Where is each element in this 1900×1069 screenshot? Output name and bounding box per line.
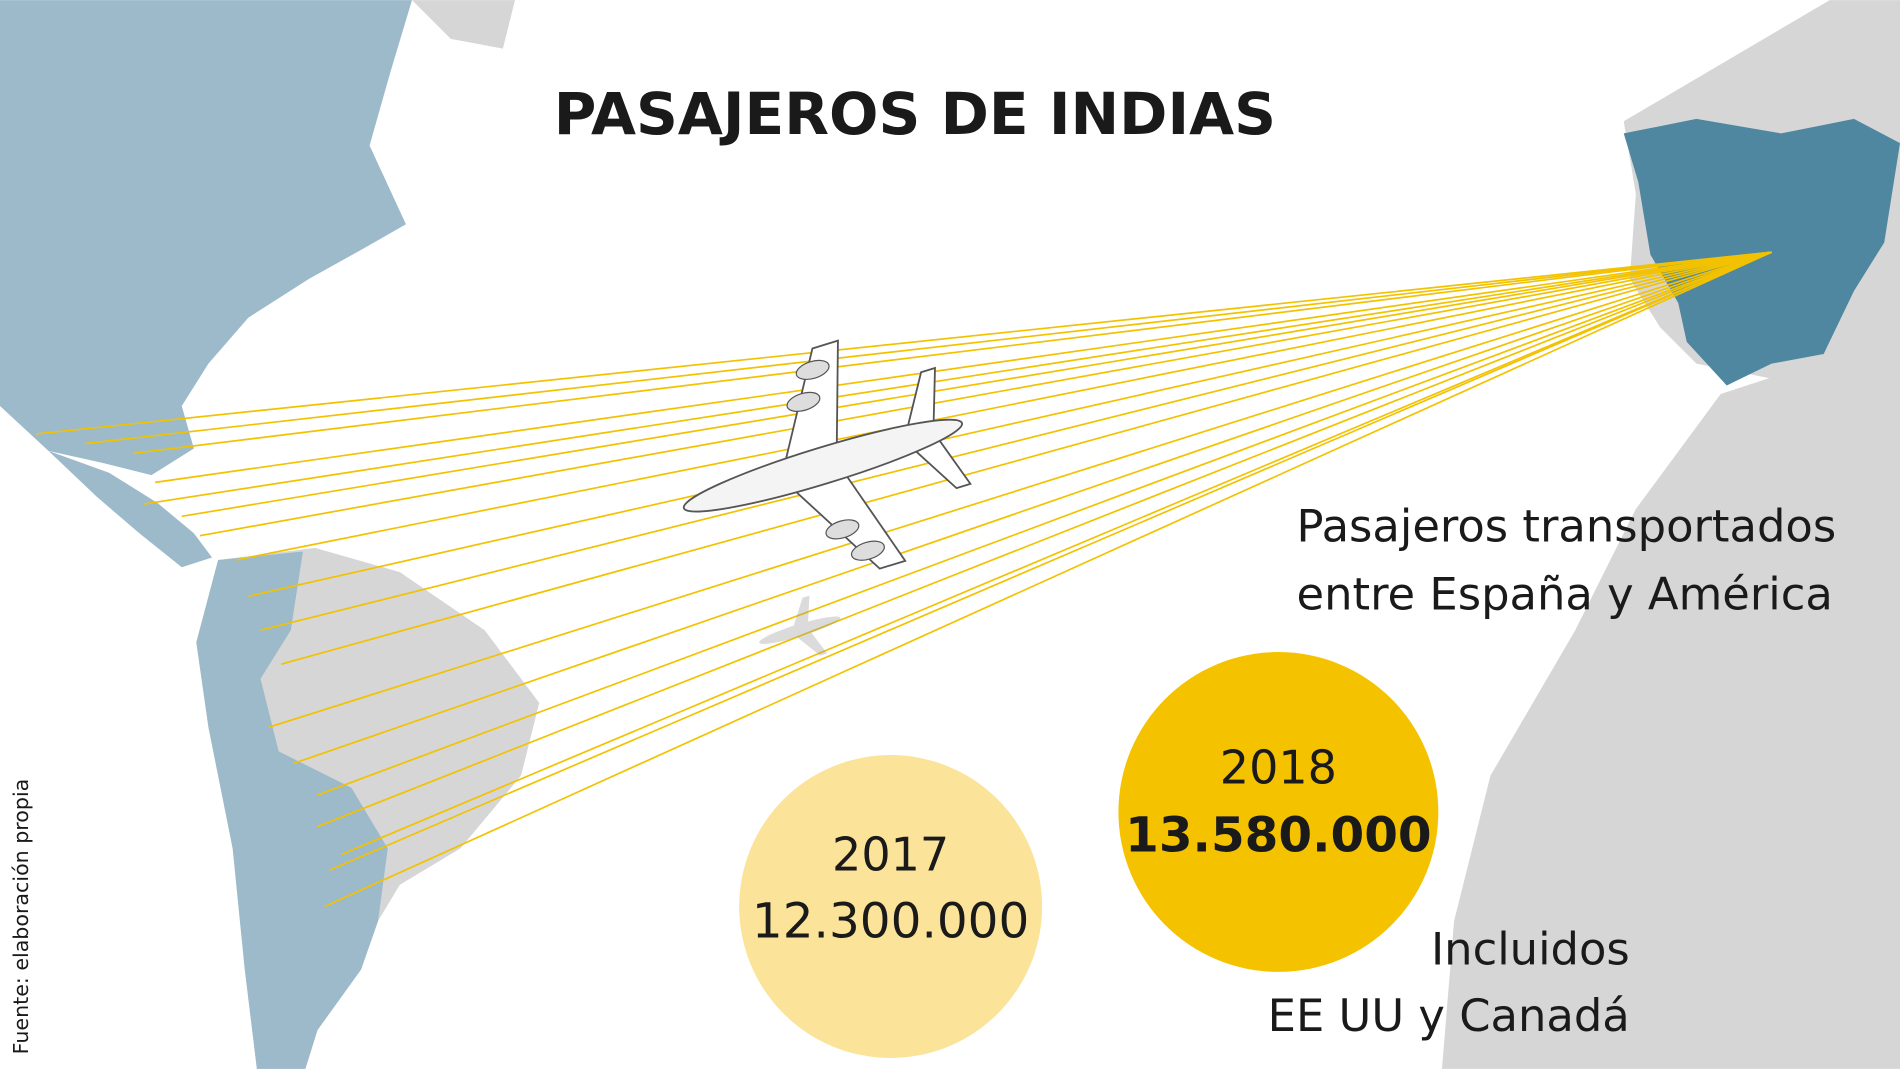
land-north-america — [0, 0, 412, 476]
route-line — [292, 251, 1772, 765]
route-line — [280, 251, 1772, 665]
route-line — [154, 251, 1772, 484]
route-line — [199, 251, 1772, 537]
route-line — [329, 251, 1772, 871]
bubble-year: 2018 — [1220, 740, 1337, 794]
land-south-america-west — [196, 551, 388, 1069]
note-line: Incluidos — [1431, 923, 1630, 976]
route-line — [317, 251, 1772, 796]
note-line: EE UU y Canadá — [1268, 989, 1630, 1042]
route-line — [133, 251, 1772, 455]
route-line — [341, 251, 1772, 856]
bubble-2018 — [1118, 652, 1439, 972]
route-line — [84, 251, 1772, 445]
route-line — [317, 251, 1772, 828]
land-spain — [1623, 118, 1900, 386]
subtitle-line: entre España y América — [1297, 568, 1833, 621]
routes — [36, 251, 1772, 908]
title: PASAJEROS DE INDIAS — [554, 80, 1276, 148]
source: Fuente: elaboración propia — [9, 779, 33, 1055]
land-greenland — [411, 0, 515, 49]
bubble-value: 12.300.000 — [752, 894, 1029, 950]
route-line — [36, 251, 1772, 435]
subtitle-line: Pasajeros transportados — [1297, 500, 1837, 553]
route-line — [268, 251, 1772, 728]
airplane — [682, 339, 972, 570]
bubble-year: 2017 — [832, 828, 949, 882]
bubble-2017 — [739, 755, 1043, 1058]
route-line — [236, 251, 1772, 561]
route-line — [142, 251, 1772, 506]
route-line — [181, 251, 1772, 518]
airplane-shadow — [759, 595, 841, 656]
route-line — [248, 251, 1772, 598]
land-central-america — [48, 450, 213, 568]
route-line — [324, 251, 1772, 908]
bubble-value: 13.580.000 — [1125, 808, 1432, 864]
route-line — [260, 251, 1772, 632]
